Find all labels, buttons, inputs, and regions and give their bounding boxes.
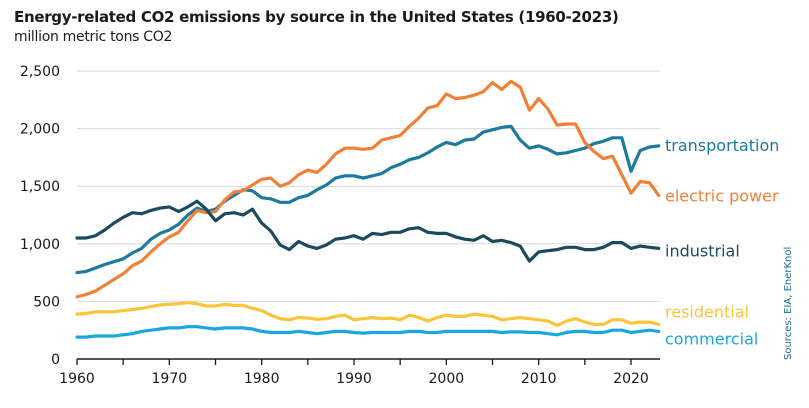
chart-subtitle: million metric tons CO2 xyxy=(14,29,173,45)
series-label-industrial: industrial xyxy=(665,241,740,260)
series-label-residential: residential xyxy=(665,302,749,321)
series-line-industrial xyxy=(75,199,661,263)
chart-title: Energy-related CO2 emissions by source i… xyxy=(14,8,619,26)
series-line-commercial xyxy=(75,325,661,339)
x-tick-label: 2000 xyxy=(429,371,465,387)
x-tick-label: 2020 xyxy=(613,371,649,387)
x-tick-label: 1960 xyxy=(59,371,95,387)
y-tick-label: 1,500 xyxy=(20,179,60,195)
series-label-commercial: commercial xyxy=(665,329,758,348)
y-tick-label: 2,500 xyxy=(20,64,60,80)
y-tick-label: 0 xyxy=(51,352,60,368)
y-tick-label: 2,000 xyxy=(20,122,60,138)
y-tick-label: 500 xyxy=(33,294,60,310)
series-line-residential xyxy=(75,301,661,328)
series-line-transportation xyxy=(75,124,661,275)
series-label-transportation: transportation xyxy=(665,136,779,155)
x-tick-label: 1970 xyxy=(152,371,188,387)
x-tick-label: 1980 xyxy=(244,371,280,387)
series-line-electric-power xyxy=(75,79,661,299)
x-tick-label: 1990 xyxy=(336,371,372,387)
series-label-electric-power: electric power xyxy=(665,186,779,205)
y-tick-label: 1,000 xyxy=(20,237,60,253)
x-tick-label: 2010 xyxy=(521,371,557,387)
